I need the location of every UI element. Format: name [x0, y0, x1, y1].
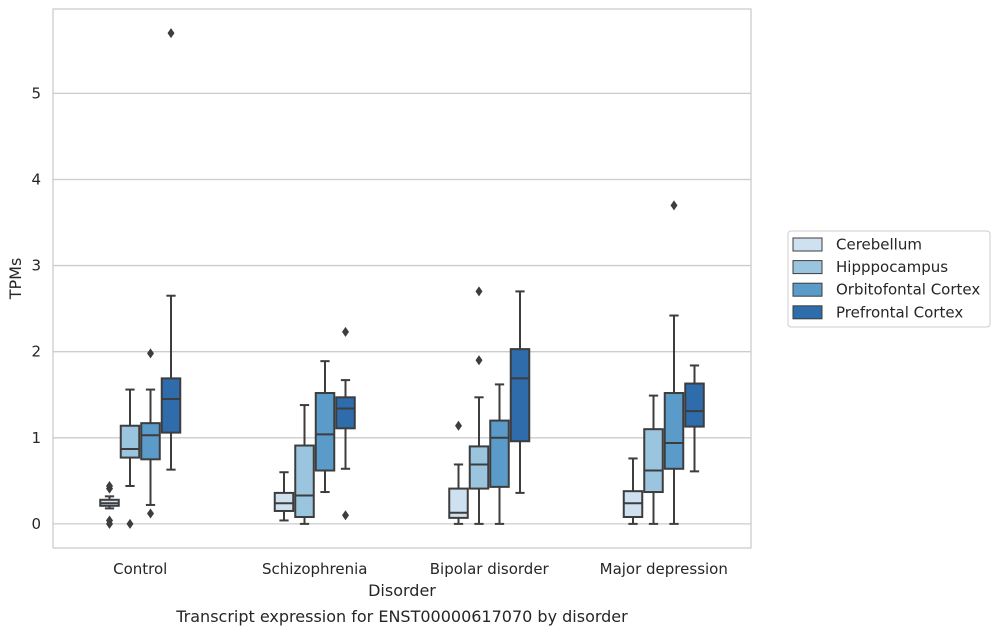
x-tick-label-0: Control [113, 560, 167, 578]
box-1-0 [273, 471, 295, 522]
outlier-1 [106, 515, 113, 526]
box-2-3 [509, 290, 531, 494]
legend-item-3: Prefrontal Cortex [792, 303, 963, 321]
x-tick-label-2: Bipolar disorder [430, 560, 550, 578]
plot-area [99, 28, 705, 529]
outlier-1 [475, 286, 483, 297]
legend-item-2: Orbitofontal Cortex [792, 281, 980, 299]
y-tick-label-3: 3 [31, 257, 41, 275]
box-body [273, 491, 295, 512]
chart-caption: Transcript expression for ENST0000061707… [175, 607, 628, 626]
box-body [294, 444, 315, 519]
box-body [468, 445, 490, 490]
box-1-2 [314, 360, 336, 494]
outlier-1 [342, 326, 349, 337]
box-body [140, 422, 161, 461]
box-body [160, 377, 182, 434]
outlier-0 [475, 355, 483, 366]
y-axis-title: TPMs [6, 258, 25, 301]
box-3-3 [684, 364, 705, 473]
box-body [509, 348, 531, 443]
x-tick-label-1: Schizophrenia [262, 560, 367, 578]
y-tick-label-0: 0 [31, 515, 41, 533]
legend-swatch-0 [792, 237, 823, 252]
legend-swatch-3 [792, 305, 823, 320]
box-3-2 [663, 200, 685, 525]
legend-frame [787, 230, 991, 328]
outlier-3 [106, 481, 113, 492]
outlier-0 [126, 518, 134, 529]
box-1-3 [335, 326, 356, 521]
outlier-0 [670, 200, 678, 211]
y-tick-label-2: 2 [31, 343, 41, 361]
box-body [314, 392, 336, 472]
x-axis-title: Disorder [368, 581, 436, 600]
plot-frame [52, 8, 752, 549]
box-body [448, 487, 469, 519]
legend-item-0: Cerebellum [792, 236, 922, 254]
box-3-0 [622, 457, 644, 525]
box-2-1 [468, 286, 490, 525]
box-body [684, 382, 705, 428]
y-tick-label-1: 1 [31, 429, 41, 447]
box-body [643, 428, 664, 494]
box-body [489, 419, 510, 488]
box-body [663, 392, 685, 470]
x-axis-ticks: Control Schizophrenia Bipolar disorder Majo… [113, 560, 728, 578]
y-tick-label-5: 5 [31, 84, 41, 102]
outlier-0 [147, 508, 154, 519]
box-0-0 [99, 481, 120, 529]
box-3-1 [643, 394, 664, 525]
legend-label-2: Orbitofontal Cortex [836, 281, 980, 299]
outlier-0 [455, 420, 462, 431]
box-1-1 [294, 404, 315, 525]
legend-label-0: Cerebellum [836, 236, 922, 254]
box-body [335, 396, 356, 430]
box-2-0 [448, 420, 469, 525]
legend-swatch-1 [792, 260, 823, 275]
box-body [119, 424, 141, 459]
box-2-2 [489, 383, 510, 525]
legend-item-1: Hipppocampus [792, 258, 948, 276]
legend-swatch-2 [792, 282, 823, 297]
box-0-2 [140, 348, 161, 519]
legend-label-3: Prefrontal Cortex [836, 303, 963, 321]
box-0-3 [160, 28, 182, 471]
box-0-1 [119, 388, 141, 529]
legend: Cerebellum Hipppocampus Orbitofontal Corte… [787, 230, 991, 328]
legend-label-1: Hipppocampus [836, 258, 948, 276]
x-tick-label-3: Major depression [600, 560, 728, 578]
outlier-1 [147, 348, 154, 359]
outlier-0 [342, 510, 349, 521]
y-axis-ticks: 0 1 2 3 4 5 [31, 84, 41, 533]
outlier-0 [167, 28, 175, 39]
y-tick-label-4: 4 [31, 170, 41, 188]
